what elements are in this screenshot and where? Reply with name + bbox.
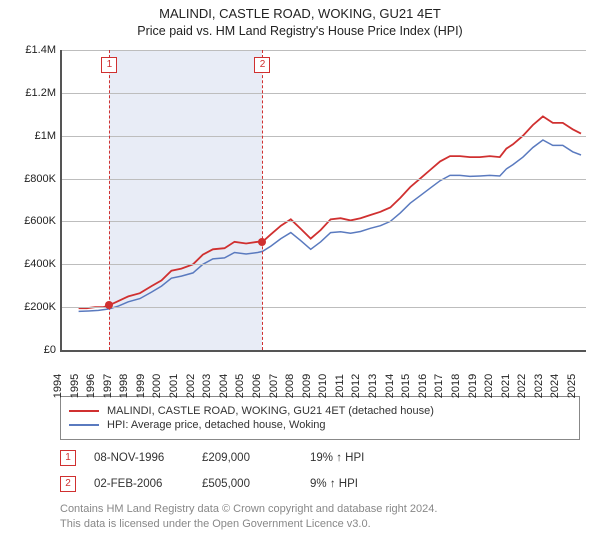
legend-label: HPI: Average price, detached house, Woki… [107,419,326,431]
legend-item: MALINDI, CASTLE ROAD, WOKING, GU21 4ET (… [69,405,571,417]
sale-marker-point [258,238,266,246]
sale-delta: 9% ↑ HPI [310,478,400,490]
footer-line: Contains HM Land Registry data © Crown c… [60,502,580,517]
page-subtitle: Price paid vs. HM Land Registry's House … [10,24,590,38]
sale-marker-label: 1 [101,57,117,73]
sale-marker-line [262,50,263,350]
y-axis-label: £600K [10,215,56,227]
legend-swatch [69,424,99,426]
y-axis-label: £1.2M [10,87,56,99]
sale-price: £505,000 [202,478,292,490]
sale-index-box: 1 [60,450,76,466]
sale-date: 02-FEB-2006 [94,478,184,490]
legend-item: HPI: Average price, detached house, Woki… [69,419,571,431]
sale-marker-label: 2 [254,57,270,73]
x-axis-label: 2025 [566,374,590,398]
sale-price: £209,000 [202,452,292,464]
sale-index-box: 2 [60,476,76,492]
chart-legend: MALINDI, CASTLE ROAD, WOKING, GU21 4ET (… [60,396,580,440]
sale-row: 1 08-NOV-1996 £209,000 19% ↑ HPI [60,450,580,466]
legend-swatch [69,410,99,412]
y-axis-label: £400K [10,258,56,270]
sale-row: 2 02-FEB-2006 £505,000 9% ↑ HPI [60,476,580,492]
y-axis-label: £0 [10,344,56,356]
footer-line: This data is licensed under the Open Gov… [60,517,580,532]
y-axis-label: £1M [10,130,56,142]
sale-marker-point [105,301,113,309]
page-title: MALINDI, CASTLE ROAD, WOKING, GU21 4ET [10,6,590,21]
sale-delta: 19% ↑ HPI [310,452,400,464]
series-price_paid [79,116,581,308]
y-axis-label: £200K [10,301,56,313]
y-axis-label: £1.4M [10,44,56,56]
price-chart: £0£200K£400K£600K£800K£1M£1.2M£1.4M 12 1… [10,46,588,396]
legend-label: MALINDI, CASTLE ROAD, WOKING, GU21 4ET (… [107,405,434,417]
sale-date: 08-NOV-1996 [94,452,184,464]
footer-attribution: Contains HM Land Registry data © Crown c… [60,502,580,532]
y-axis-label: £800K [10,173,56,185]
